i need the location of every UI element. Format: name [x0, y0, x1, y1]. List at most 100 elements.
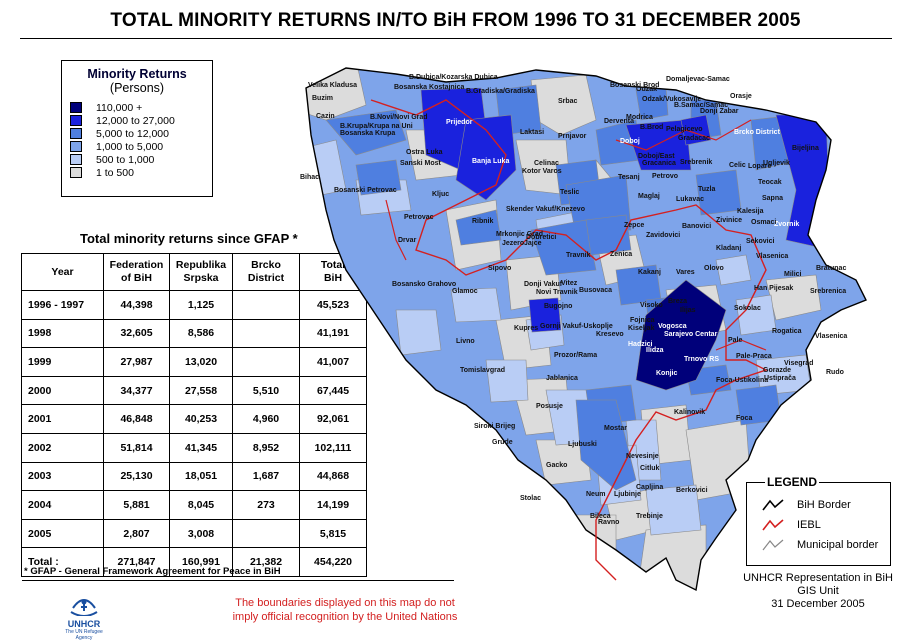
municipality-label: Celic: [729, 162, 746, 169]
table-caption: Total minority returns since GFAP *: [80, 231, 298, 246]
municipality-label: Gornji Vakuf-Uskoplje: [540, 323, 613, 330]
legend-swatch-6: [70, 167, 82, 178]
legend-bih-border: BiH Border: [761, 497, 851, 513]
unhcr-wordmark: UNHCR: [67, 619, 101, 629]
municipality-label: Ilidza: [646, 347, 664, 354]
municipality-label: Petrovac: [404, 214, 434, 221]
municipality-label: Domaljevac-Samac: [666, 76, 730, 83]
unhcr-emblem-icon: [70, 599, 98, 617]
cell-brcko: 8,952: [232, 432, 300, 463]
cell-fbih: 2,807: [103, 518, 170, 549]
footnote-rule: [22, 580, 454, 581]
municipality-label: Teocak: [758, 179, 782, 186]
municipality-label: B.Dubica/Kozarska Dubica: [409, 74, 498, 81]
municipality-label: Celinac: [534, 160, 559, 167]
municipality-label: Kotor Varos: [522, 168, 562, 175]
municipality-label: B.Samac/Samac: [674, 102, 728, 109]
municipality-label: Doboj/East: [638, 153, 675, 160]
cell-total: 14,199: [299, 490, 367, 520]
table-row: 2002 51,814 41,345 8,952 102,111: [21, 432, 367, 463]
cell-rs: 160,991: [169, 547, 233, 578]
bih-map: Velika Kladusa Buzim B.Dubica/Kozarska D…: [300, 67, 867, 592]
iebl-line-west: [385, 199, 407, 261]
cell-rs: 27,558: [169, 375, 233, 406]
legend-municipal-border-label: Municipal border: [797, 539, 879, 551]
municipality-label: Foca: [736, 415, 752, 422]
cell-total: 454,220: [299, 547, 367, 578]
header-fbih: Federation of BiH: [103, 253, 170, 291]
cell-fbih: 5,881: [103, 490, 170, 520]
cell-year: 2000: [21, 375, 104, 406]
municipality-label: Ribnik: [472, 218, 493, 225]
legend-class-label-4: 1,000 to 5,000: [96, 140, 164, 153]
municipality-label: Laktasi: [520, 129, 544, 136]
legend-swatch-5: [70, 154, 82, 165]
municipality-label: Olovo: [704, 265, 724, 272]
municipality-label: Drvar: [398, 237, 417, 244]
legend-class-3: 5,000 to 12,000: [70, 127, 212, 140]
municipality-label: Nevesinje: [626, 453, 659, 460]
returns-legend-subtitle: (Persons): [109, 81, 165, 95]
municipality-label: Prijedor: [446, 119, 473, 126]
municipality-label: Foca-Ustikolina: [716, 377, 768, 384]
municipality-label: Vares: [676, 269, 695, 276]
municipality-label: Glamoc: [452, 288, 478, 295]
municipality-label: Trnovo RS: [684, 356, 719, 363]
municipality-label: Cazin: [316, 113, 335, 120]
credit-date: 31 December 2005: [771, 598, 865, 610]
legend-class-label-3: 5,000 to 12,000: [96, 127, 169, 140]
municipality-label: Zenica: [610, 251, 632, 258]
municipality-label: Doboj: [620, 138, 640, 145]
municipality-label: Buzim: [312, 95, 333, 102]
cell-brcko: [232, 318, 300, 349]
municipality-label: Kresevo: [596, 331, 624, 338]
municipality-label: Banovici: [682, 223, 711, 230]
municipality-label: Tomislavgrad: [460, 367, 505, 374]
cell-fbih: 32,605: [103, 318, 170, 349]
legend-swatch-4: [70, 141, 82, 152]
municipality-label: Vlasenica: [815, 333, 847, 340]
municipality-label: B.Novi/Novi Grad: [370, 114, 428, 121]
table-row: 2005 2,807 3,008 5,815: [21, 518, 367, 549]
credit-line-2: GIS Unit: [797, 585, 839, 597]
iebl-symbol-icon: [762, 519, 784, 531]
cell-rs: 41,345: [169, 432, 233, 463]
map-credit: UNHCR Representation in BiH GIS Unit 31 …: [738, 572, 898, 611]
legend-iebl-label: IEBL: [797, 519, 821, 531]
cell-total: 102,111: [299, 432, 367, 463]
municipality-label: Rogatica: [772, 328, 802, 335]
municipality-label: Srbac: [558, 98, 578, 105]
cell-rs: 13,020: [169, 347, 233, 377]
cell-fbih: 44,398: [103, 290, 170, 320]
municipality-label: Vogosca: [658, 323, 687, 330]
bih-border-symbol-icon: [762, 499, 784, 511]
legend-iebl: IEBL: [761, 517, 821, 533]
municipality-label: Konjic: [656, 370, 677, 377]
municipality-label: Capljina: [636, 484, 663, 491]
municipality-label: Gradacac: [678, 135, 710, 142]
gfap-footnote: * GFAP - General Framework Agreement for…: [24, 566, 281, 577]
municipal-border-symbol-icon: [762, 539, 784, 551]
cell-fbih: 34,377: [103, 375, 170, 406]
iebl-line: [370, 99, 768, 581]
cell-total: 41,007: [299, 347, 367, 377]
disclaimer-line-2: imply official recognition by the United…: [232, 611, 458, 623]
municipality-label: Modrica: [626, 114, 653, 121]
municipality-label: B.Krupa/Krupa na Uni: [340, 123, 413, 130]
municipality-label: Kiseljak: [628, 325, 655, 332]
cell-total: 67,445: [299, 375, 367, 406]
municipality-label: Hadzici: [628, 341, 653, 348]
header-brcko: Brcko District: [232, 253, 300, 291]
municipality-label: Tuzla: [698, 186, 715, 193]
municipality-label: Bijeljina: [792, 145, 819, 152]
legend-class-2: 12,000 to 27,000: [70, 114, 212, 127]
cell-brcko: 5,510: [232, 375, 300, 406]
cell-brcko: [232, 518, 300, 549]
cell-year: 2003: [21, 461, 104, 492]
iebl-line-pale: [715, 339, 767, 351]
municipality-label: Ugljevik: [763, 160, 790, 167]
legend-bih-border-label: BiH Border: [797, 499, 851, 511]
legend-class-label-5: 500 to 1,000: [96, 153, 155, 166]
table-row: 1999 27,987 13,020 41,007: [21, 347, 367, 377]
credit-line-1: UNHCR Representation in BiH: [743, 572, 893, 584]
